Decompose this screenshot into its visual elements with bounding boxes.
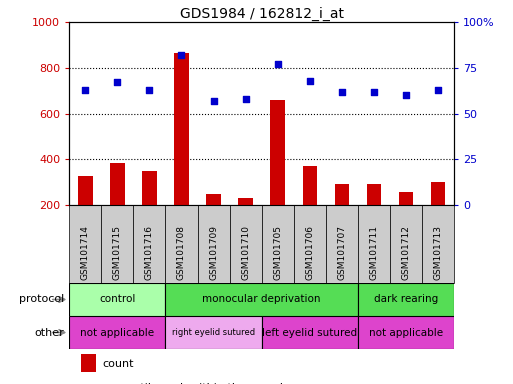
Text: percentile rank within the sample: percentile rank within the sample	[102, 383, 290, 384]
Point	[145, 87, 153, 93]
Bar	[358, 283, 454, 316]
Bar	[102, 205, 133, 283]
Bar	[422, 205, 454, 283]
Bar	[165, 283, 358, 316]
Bar	[262, 316, 358, 349]
Text: left eyelid sutured: left eyelid sutured	[262, 328, 357, 338]
Bar	[262, 205, 293, 283]
Bar	[229, 205, 262, 283]
Bar	[133, 205, 165, 283]
Title: GDS1984 / 162812_i_at: GDS1984 / 162812_i_at	[180, 7, 344, 21]
Bar	[431, 182, 445, 205]
Point	[81, 87, 89, 93]
Point	[113, 79, 122, 86]
Text: monocular deprivation: monocular deprivation	[203, 295, 321, 305]
Bar	[390, 205, 422, 283]
Point	[209, 98, 218, 104]
Bar	[81, 354, 96, 372]
Point	[273, 61, 282, 67]
Text: GSM101714: GSM101714	[81, 225, 90, 280]
Text: GSM101710: GSM101710	[241, 225, 250, 280]
Text: dark rearing: dark rearing	[374, 295, 438, 305]
Bar	[358, 316, 454, 349]
Bar	[367, 184, 381, 205]
Point	[242, 96, 250, 102]
Bar	[69, 316, 165, 349]
Bar	[293, 205, 326, 283]
Bar	[165, 316, 262, 349]
Text: count: count	[102, 359, 133, 369]
Text: protocol: protocol	[19, 295, 64, 305]
Bar	[142, 170, 156, 205]
Bar	[239, 198, 253, 205]
Bar	[303, 166, 317, 205]
Bar	[110, 163, 125, 205]
Text: right eyelid sutured: right eyelid sutured	[172, 328, 255, 337]
Bar	[165, 205, 198, 283]
Text: GSM101711: GSM101711	[369, 225, 379, 280]
Point	[338, 88, 346, 94]
Bar	[206, 194, 221, 205]
Text: other: other	[34, 328, 64, 338]
Bar	[358, 205, 390, 283]
Bar	[399, 192, 413, 205]
Bar	[69, 205, 102, 283]
Text: GSM101706: GSM101706	[305, 225, 314, 280]
Text: GSM101713: GSM101713	[433, 225, 443, 280]
Bar	[270, 100, 285, 205]
Point	[177, 52, 186, 58]
Point	[434, 87, 442, 93]
Text: control: control	[99, 295, 135, 305]
Text: not applicable: not applicable	[369, 328, 443, 338]
Bar	[334, 184, 349, 205]
Text: GSM101705: GSM101705	[273, 225, 282, 280]
Text: GSM101709: GSM101709	[209, 225, 218, 280]
Text: GSM101708: GSM101708	[177, 225, 186, 280]
Text: GSM101707: GSM101707	[337, 225, 346, 280]
Point	[370, 88, 378, 94]
Point	[306, 78, 314, 84]
Text: GSM101715: GSM101715	[113, 225, 122, 280]
Text: GSM101716: GSM101716	[145, 225, 154, 280]
Bar	[69, 283, 165, 316]
Point	[402, 92, 410, 98]
Bar	[174, 53, 189, 205]
Bar	[326, 205, 358, 283]
Text: GSM101712: GSM101712	[401, 225, 410, 280]
Bar	[78, 176, 92, 205]
Text: not applicable: not applicable	[81, 328, 154, 338]
Bar	[198, 205, 229, 283]
